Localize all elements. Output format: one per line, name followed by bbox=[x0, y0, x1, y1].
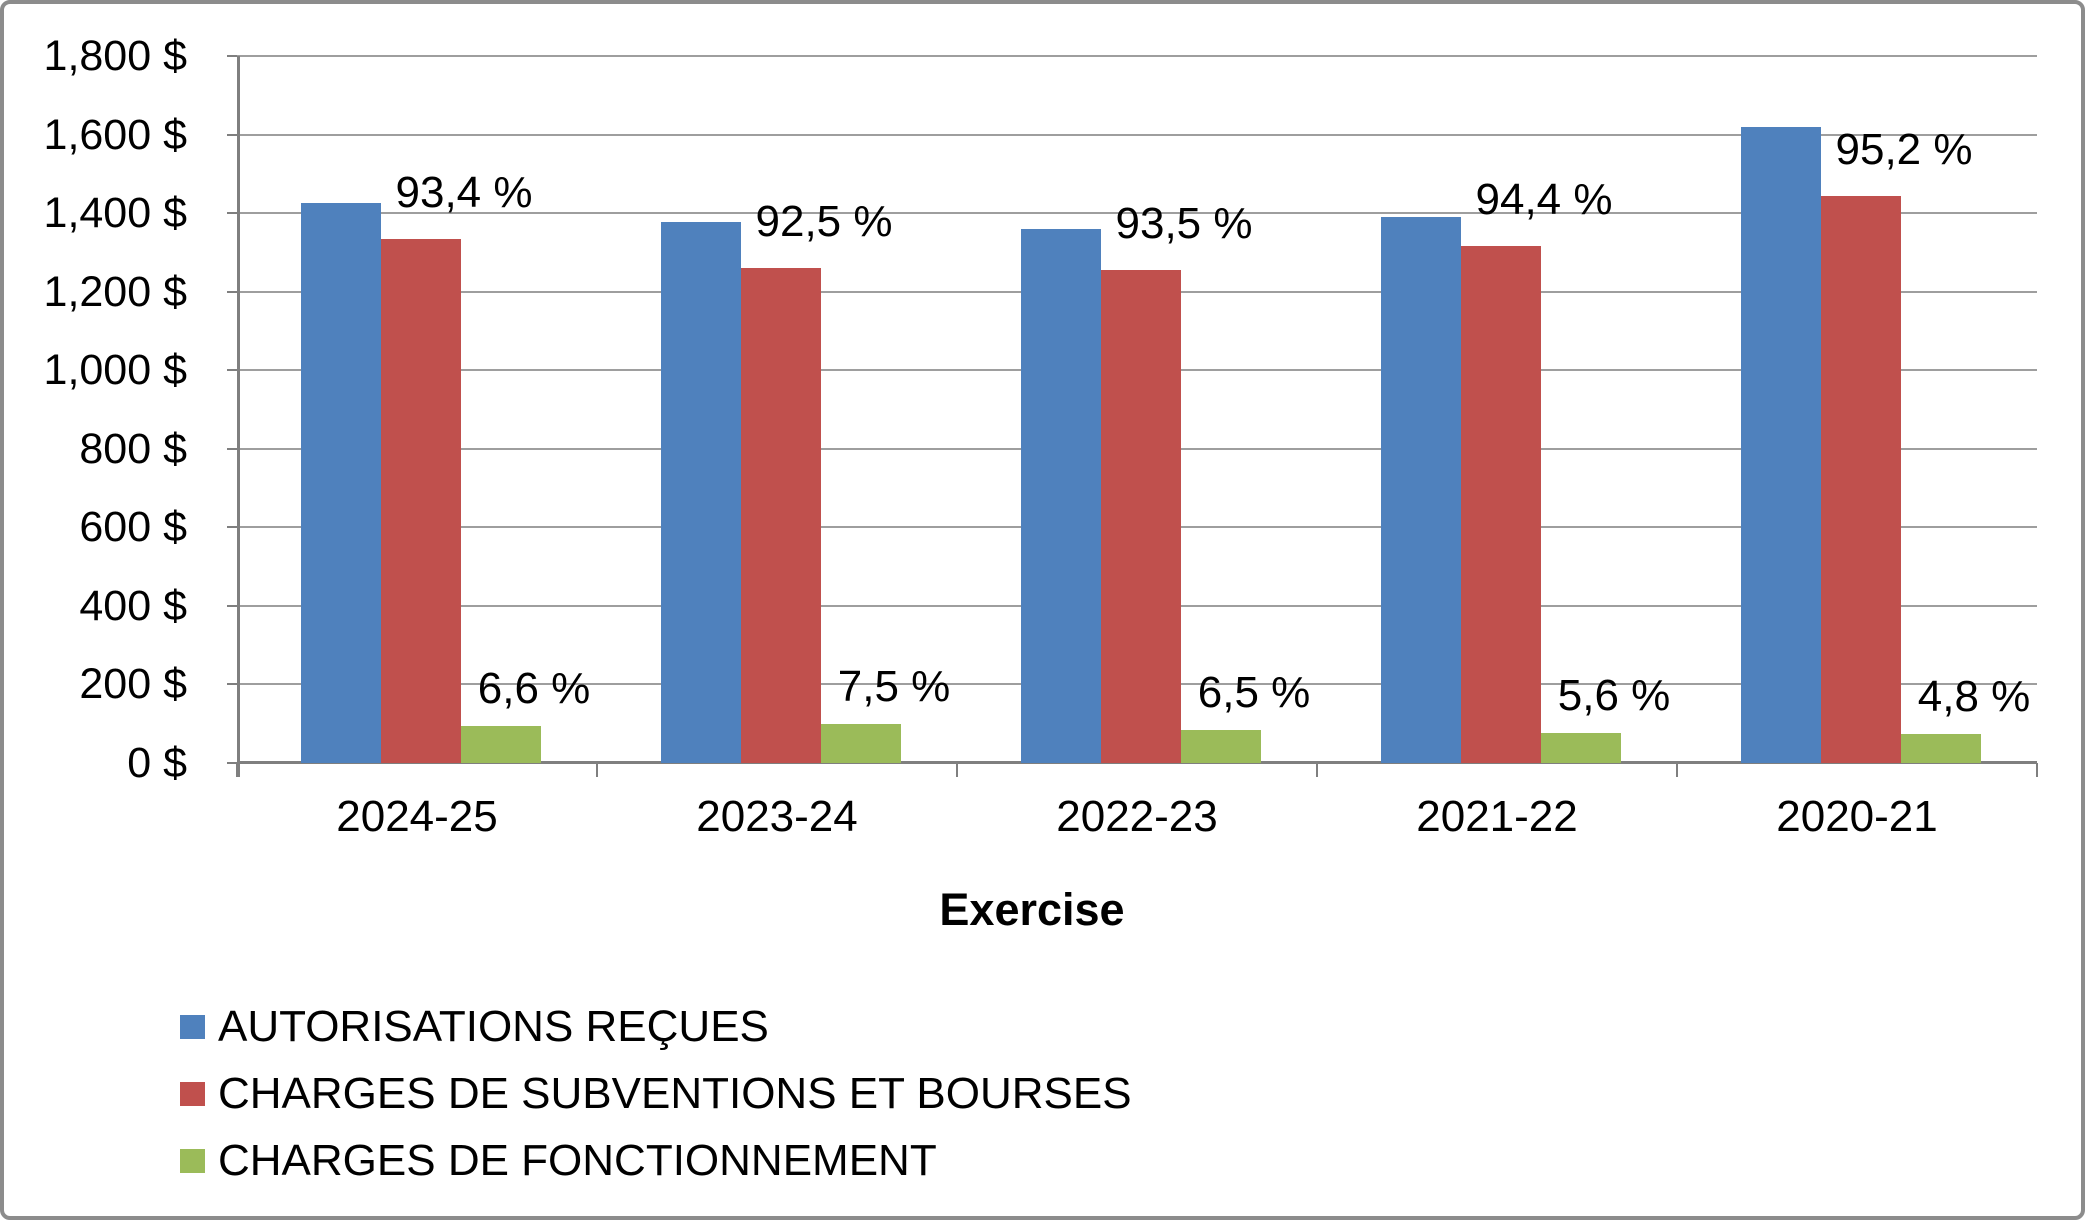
bar-subventions bbox=[381, 239, 461, 763]
x-category-label: 2020-21 bbox=[1776, 792, 1938, 841]
bar-subventions bbox=[1461, 246, 1541, 763]
legend-swatch bbox=[180, 1015, 205, 1039]
bar-subventions bbox=[1101, 270, 1181, 763]
y-axis-tick bbox=[227, 762, 237, 764]
y-tick-label: 800 $ bbox=[79, 424, 187, 473]
bar-fonctionnement bbox=[821, 723, 901, 763]
bar-fonctionnement bbox=[1181, 729, 1261, 763]
y-axis-line bbox=[237, 56, 240, 777]
bar-autorisations bbox=[1741, 126, 1821, 763]
y-tick-label: 1,200 $ bbox=[43, 267, 187, 316]
data-label: 5,6 % bbox=[1557, 671, 1671, 721]
y-tick-label: 200 $ bbox=[79, 660, 187, 709]
x-category-label: 2023-24 bbox=[696, 792, 858, 841]
legend-item: CHARGES DE FONCTIONNEMENT bbox=[180, 1134, 1132, 1188]
bar-autorisations bbox=[661, 222, 741, 763]
bar-fonctionnement bbox=[1541, 733, 1621, 763]
data-label: 92,5 % bbox=[755, 197, 893, 247]
bar-autorisations bbox=[1021, 228, 1101, 763]
legend-item: AUTORISATIONS REÇUES bbox=[180, 1000, 1132, 1054]
data-label: 7,5 % bbox=[837, 661, 951, 711]
plot-area: 93,4 % 6,6 % 92,5 % 7,5 % 93,5 % 6,5 % 94,4 % 5… bbox=[227, 55, 2038, 777]
y-axis-tick bbox=[227, 683, 237, 686]
bar-autorisations bbox=[301, 203, 381, 763]
y-tick-label: 1,000 $ bbox=[43, 346, 187, 395]
y-tick-label: 1,600 $ bbox=[43, 110, 187, 159]
x-category-label: 2021-22 bbox=[1416, 792, 1578, 841]
data-label: 94,4 % bbox=[1475, 175, 1613, 225]
data-label: 93,5 % bbox=[1115, 199, 1253, 249]
y-axis-tick bbox=[227, 604, 237, 607]
legend-label: AUTORISATIONS REÇUES bbox=[218, 1002, 769, 1051]
y-axis-tick bbox=[227, 55, 237, 57]
y-axis-tick bbox=[227, 369, 237, 372]
bar-fonctionnement bbox=[461, 726, 541, 763]
y-tick-label: 400 $ bbox=[79, 581, 187, 630]
data-label: 95,2 % bbox=[1835, 125, 1973, 175]
bar-subventions bbox=[741, 268, 821, 763]
y-tick-label: 0 $ bbox=[127, 739, 187, 787]
x-category-label: 2024-25 bbox=[336, 792, 498, 841]
y-axis-tick bbox=[227, 526, 237, 529]
x-axis-title: Exercise bbox=[939, 884, 1125, 935]
bar-fonctionnement bbox=[1901, 733, 1981, 763]
x-axis-tick bbox=[956, 763, 958, 777]
x-axis-tick bbox=[236, 763, 238, 777]
gridline bbox=[237, 55, 2037, 57]
y-axis-tick bbox=[227, 212, 237, 215]
y-axis-tick bbox=[227, 447, 237, 450]
gridline bbox=[237, 133, 2037, 136]
bar-autorisations bbox=[1381, 217, 1461, 763]
y-tick-label: 600 $ bbox=[79, 503, 187, 552]
y-axis-tick bbox=[227, 290, 237, 293]
y-tick-label: 1,400 $ bbox=[43, 189, 187, 238]
x-axis-tick bbox=[1316, 763, 1318, 777]
x-axis-tick bbox=[596, 763, 598, 777]
legend-swatch bbox=[180, 1082, 205, 1106]
y-tick-label: 1,800 $ bbox=[43, 32, 187, 80]
data-label: 93,4 % bbox=[395, 168, 533, 218]
legend-label: CHARGES DE FONCTIONNEMENT bbox=[218, 1136, 937, 1185]
legend-swatch bbox=[180, 1149, 205, 1173]
legend: AUTORISATIONS REÇUES CHARGES DE SUBVENTIO… bbox=[180, 1000, 1132, 1201]
x-axis-tick bbox=[2036, 763, 2038, 777]
legend-label: CHARGES DE SUBVENTIONS ET BOURSES bbox=[218, 1069, 1132, 1118]
data-label: 6,5 % bbox=[1197, 667, 1311, 717]
data-label: 6,6 % bbox=[477, 664, 591, 714]
bar-subventions bbox=[1821, 196, 1901, 763]
y-axis-tick bbox=[227, 133, 237, 136]
x-axis-tick bbox=[1676, 763, 1678, 777]
x-category-label: 2022-23 bbox=[1056, 792, 1218, 841]
legend-item: CHARGES DE SUBVENTIONS ET BOURSES bbox=[180, 1067, 1132, 1121]
gridline bbox=[237, 212, 2037, 215]
data-label: 4,8 % bbox=[1917, 671, 2031, 721]
